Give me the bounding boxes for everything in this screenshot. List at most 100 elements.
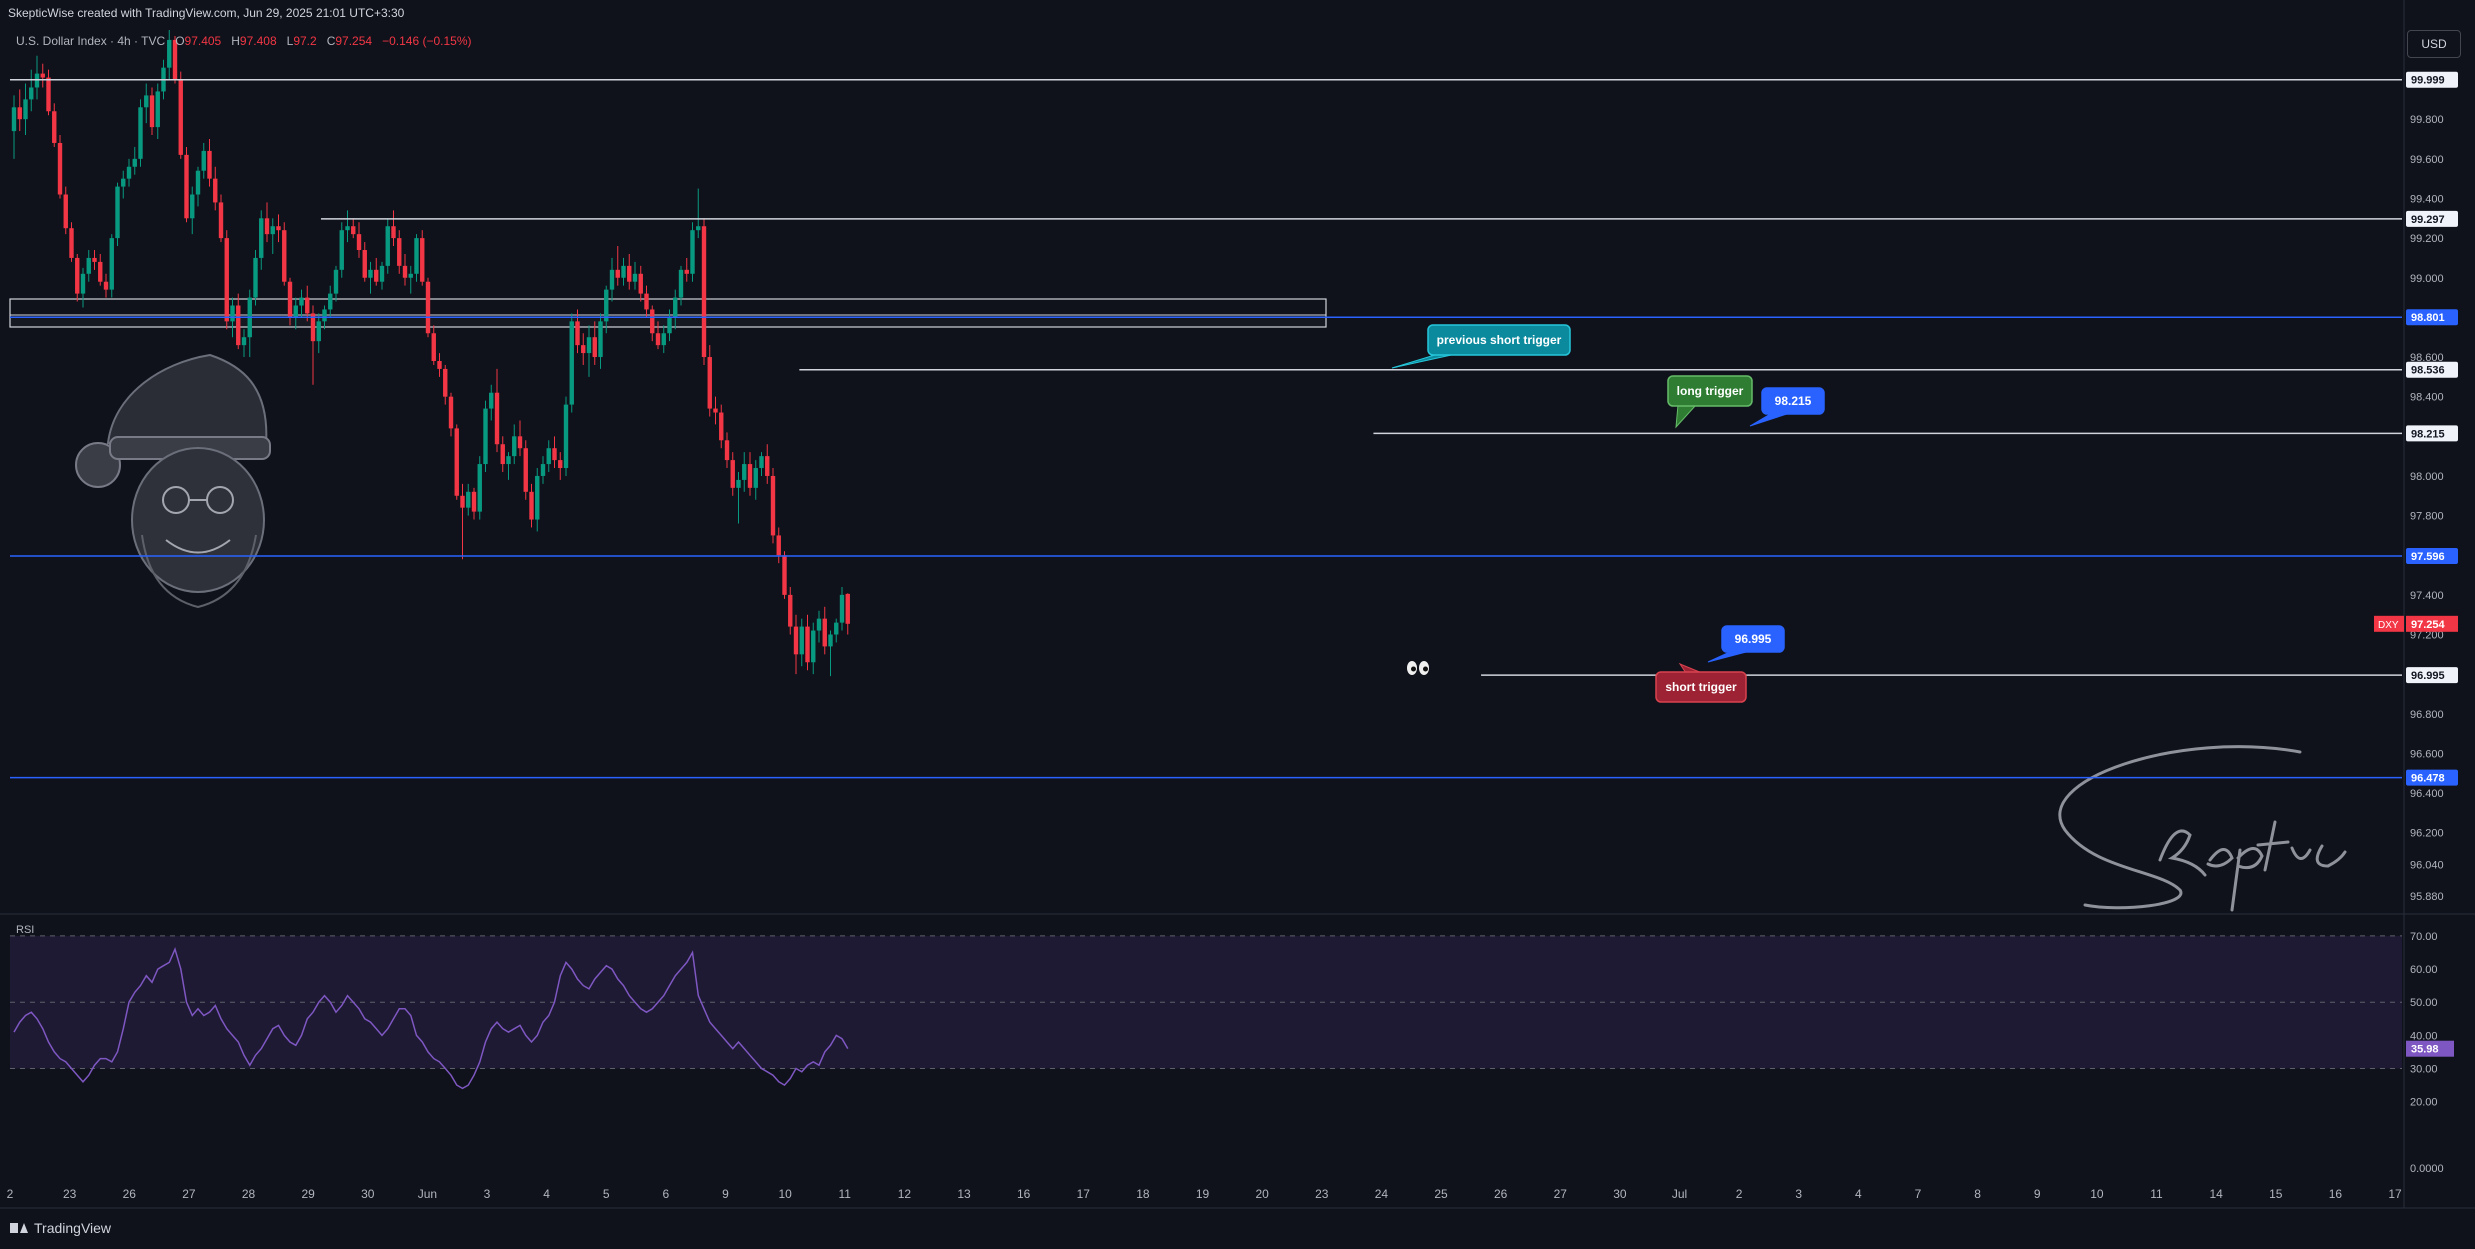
candle-body — [86, 257, 91, 274]
price-tick-96.600: 96.600 — [2410, 748, 2444, 760]
candle-body — [719, 412, 724, 441]
candle-body — [75, 257, 80, 294]
candle-body — [592, 337, 597, 358]
candle-body — [230, 305, 235, 322]
candle-body — [391, 226, 396, 239]
time-tick-Jun: Jun — [418, 1187, 437, 1201]
price-tick-99.600: 99.600 — [2410, 154, 2444, 166]
time-tick-Jul: Jul — [1672, 1187, 1687, 1201]
rsi-tick-50.00: 50.00 — [2410, 997, 2438, 1009]
candle-body — [253, 257, 258, 298]
level-tag-bg — [2406, 309, 2458, 326]
time-tick-11: 11 — [2150, 1187, 2163, 1201]
time-tick-17: 17 — [1077, 1187, 1091, 1201]
level-tag-bg — [2406, 210, 2458, 227]
candle-body — [753, 468, 758, 488]
ohlc-legend: U.S. Dollar Index · 4h · TVC O97.405 H97… — [16, 34, 472, 48]
candle-body — [644, 293, 649, 310]
price-tick-99.200: 99.200 — [2410, 233, 2444, 245]
candle-body — [776, 535, 781, 556]
rsi-tick-30.00: 30.00 — [2410, 1064, 2438, 1076]
time-tick-2: 2 — [7, 1187, 14, 1201]
candle-body — [328, 293, 333, 310]
candle-body — [765, 456, 770, 476]
time-tick-17: 17 — [2388, 1187, 2402, 1201]
time-tick-6: 6 — [663, 1187, 670, 1201]
candle-body — [627, 265, 632, 282]
current-price-tag: 97.254 — [2411, 619, 2446, 631]
candle-body — [63, 194, 68, 229]
signature-skeptic — [2058, 745, 2347, 912]
time-tick-10: 10 — [778, 1187, 792, 1201]
time-tick-8: 8 — [1974, 1187, 1981, 1201]
candle-body — [793, 626, 799, 655]
callout-box — [1667, 375, 1753, 407]
candle-body — [655, 333, 661, 346]
tradingview-brand[interactable]: TradingView — [10, 1220, 111, 1236]
price-tick-98.600: 98.600 — [2410, 352, 2444, 364]
symbol-label[interactable]: U.S. Dollar Index · 4h · TVC — [16, 34, 166, 48]
level-tag-bg — [2406, 71, 2458, 88]
open-value: 97.405 — [184, 34, 222, 48]
currency-button[interactable]: USD — [2407, 30, 2461, 58]
candle-body — [615, 269, 620, 278]
callout-98.215: 98.215 — [1775, 394, 1812, 408]
candle-body — [770, 475, 776, 536]
brand-label: TradingView — [34, 1220, 112, 1236]
candle-body — [259, 218, 264, 258]
candle-body — [535, 475, 540, 520]
candle-body — [213, 178, 218, 203]
level-tag-98.215: 98.215 — [2411, 428, 2445, 440]
candle-body — [684, 269, 689, 274]
candle-body — [333, 269, 339, 294]
candle-body — [282, 230, 287, 282]
candle-body — [736, 479, 741, 488]
candle-body — [362, 250, 367, 278]
candle-body — [207, 150, 212, 179]
candle-body — [276, 226, 281, 231]
candle-body — [305, 297, 310, 314]
candle-body — [799, 626, 804, 655]
candle-body — [149, 95, 155, 128]
rsi-label: RSI — [16, 924, 34, 936]
level-tag-bg — [2406, 425, 2458, 442]
time-tick-29: 29 — [301, 1187, 315, 1201]
candle-body — [339, 230, 344, 270]
candle-body — [742, 464, 747, 480]
grid-layer — [0, 0, 2475, 1209]
candle-body — [420, 238, 425, 282]
candle-body — [103, 281, 109, 290]
candle-body — [379, 265, 385, 282]
time-tick-4: 4 — [1855, 1187, 1862, 1201]
level-tag-bg — [2406, 667, 2458, 684]
candle-body — [224, 238, 229, 322]
callout-box — [1427, 324, 1571, 356]
current-symbol-tag: DXY — [2378, 620, 2399, 631]
candle-body — [195, 170, 201, 195]
candle-body — [650, 309, 655, 334]
candle-body — [322, 309, 327, 322]
time-tick-18: 18 — [1136, 1187, 1150, 1201]
close-value: 97.254 — [335, 34, 373, 48]
callout-short-trigger: short trigger — [1665, 680, 1737, 694]
candle-body — [299, 297, 304, 306]
candle-body — [402, 265, 408, 278]
time-tick-16: 16 — [1017, 1187, 1031, 1201]
time-tick-3: 3 — [1795, 1187, 1802, 1201]
callout-previous-short-trigger: previous short trigger — [1437, 333, 1562, 347]
rsi-tick-70.00: 70.00 — [2410, 931, 2438, 943]
candle-body — [713, 408, 718, 413]
candle-body — [408, 273, 413, 278]
candle-body — [494, 392, 500, 445]
candle-body — [115, 186, 120, 239]
change-value: −0.146 (−0.15%) — [382, 34, 472, 48]
candle-body — [345, 226, 350, 231]
candle-body — [144, 95, 149, 108]
time-tick-30: 30 — [1613, 1187, 1627, 1201]
open-label: O — [175, 34, 185, 48]
candle-body — [707, 357, 712, 409]
time-tick-27: 27 — [1554, 1187, 1568, 1201]
time-tick-4: 4 — [543, 1187, 550, 1201]
